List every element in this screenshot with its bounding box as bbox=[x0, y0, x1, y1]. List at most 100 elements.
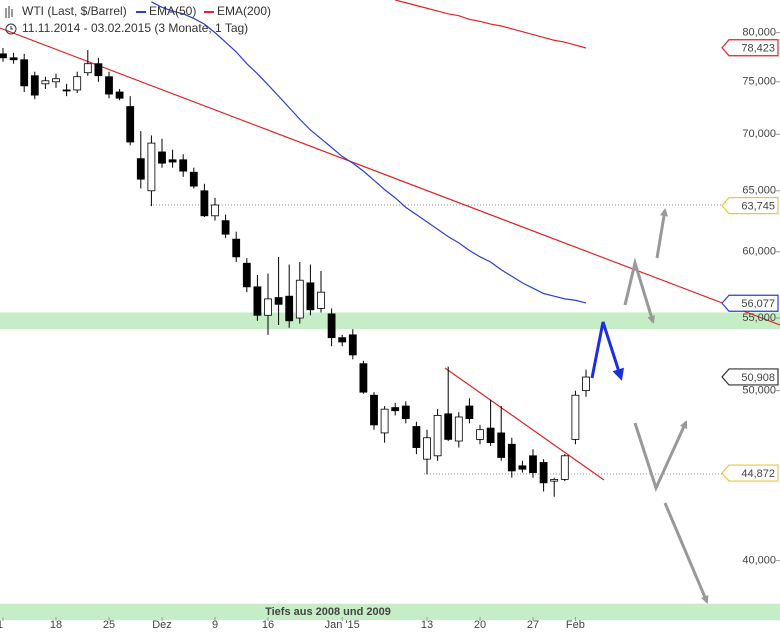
candle-body bbox=[253, 286, 262, 316]
candle-body bbox=[73, 76, 82, 91]
ema-line bbox=[151, 1, 587, 304]
candle-body bbox=[41, 80, 50, 85]
candle-body bbox=[30, 75, 39, 96]
candle-body bbox=[582, 376, 590, 392]
candle-body bbox=[433, 415, 442, 457]
candle-body bbox=[0, 53, 7, 59]
candle-body bbox=[52, 78, 60, 83]
price-tag bbox=[721, 368, 779, 386]
trend-line bbox=[0, 27, 780, 326]
candle-body bbox=[242, 262, 251, 288]
candle-body bbox=[62, 89, 71, 92]
candle-body bbox=[359, 363, 368, 393]
zones: Tiefs aus 2008 und 2009 bbox=[0, 312, 780, 620]
candle-body bbox=[168, 159, 177, 163]
trend-line bbox=[444, 367, 605, 481]
x-tick-label: 27 bbox=[527, 619, 539, 631]
candle-body bbox=[83, 63, 92, 74]
legend: WTI (Last, $/Barrel) EMA(50) EMA(200) 11… bbox=[5, 4, 271, 35]
candle-body bbox=[264, 298, 272, 316]
price-tag-label: 56,077 bbox=[741, 298, 775, 310]
axis: 80,000 75,000 70,000 65,000 60,000 55,000 50,0… bbox=[0, 27, 780, 631]
price-tag-label: 50,908 bbox=[741, 372, 775, 384]
y-tick-label: 75,000 bbox=[742, 76, 776, 88]
x-tick-label: 11 bbox=[0, 619, 3, 631]
candle-body bbox=[571, 394, 580, 440]
candle-body bbox=[158, 151, 166, 164]
zone bbox=[0, 603, 780, 620]
subtitle: 11.11.2014 - 03.02.2015 (3 Monate, 1 Tag… bbox=[22, 21, 248, 35]
legend-icon bbox=[5, 6, 13, 18]
zone-label: Tiefs aus 2008 und 2009 bbox=[265, 606, 391, 618]
candle-body bbox=[338, 337, 347, 343]
legend-title: WTI (Last, $/Barrel) bbox=[22, 4, 127, 18]
price-tag-label: 44,872 bbox=[741, 468, 775, 480]
candle-body bbox=[370, 394, 378, 426]
y-tick-label: 50,000 bbox=[742, 385, 776, 397]
candle-body bbox=[529, 455, 537, 473]
x-tick-label: 25 bbox=[103, 619, 115, 631]
candle-body bbox=[454, 416, 463, 442]
clock-icon bbox=[10, 26, 13, 30]
candle-body bbox=[518, 465, 527, 470]
legend-label: EMA(50) bbox=[149, 4, 196, 18]
candle-body bbox=[391, 407, 400, 412]
candle-body bbox=[295, 279, 304, 319]
candle-body bbox=[486, 427, 495, 444]
y-tick-label: 65,000 bbox=[742, 185, 776, 197]
y-tick-label: 70,000 bbox=[742, 128, 776, 140]
candle-body bbox=[412, 426, 421, 448]
candle-body bbox=[274, 297, 283, 305]
scenario-arrows bbox=[590, 208, 709, 604]
candle-body bbox=[327, 313, 336, 339]
candle-body bbox=[476, 429, 484, 440]
price-tag bbox=[721, 197, 779, 215]
candle-body bbox=[179, 159, 188, 172]
price-tag-label: 63,745 bbox=[741, 201, 775, 213]
clock-icon bbox=[5, 23, 17, 35]
candle-body bbox=[560, 455, 569, 480]
x-tick-label: 18 bbox=[50, 619, 62, 631]
x-tick-label: Jan '15 bbox=[325, 619, 360, 631]
y-tick-label: 40,000 bbox=[742, 555, 776, 567]
price-tag bbox=[721, 464, 779, 482]
candle-body bbox=[550, 479, 559, 482]
candle-body bbox=[423, 437, 431, 460]
candle-body bbox=[94, 63, 103, 77]
candle-body bbox=[136, 158, 145, 180]
candle-body bbox=[539, 462, 548, 484]
y-tick-label: 55,000 bbox=[742, 312, 776, 324]
candle-body bbox=[20, 59, 29, 87]
x-tick-label: 9 bbox=[212, 619, 218, 631]
candle-body bbox=[317, 291, 325, 309]
price-tag bbox=[721, 39, 779, 57]
price-tag bbox=[721, 294, 779, 312]
candle-body bbox=[348, 334, 357, 356]
candle-body bbox=[444, 413, 453, 440]
candle-body bbox=[285, 295, 294, 322]
x-tick-label: 13 bbox=[421, 619, 433, 631]
candle-body bbox=[211, 204, 219, 217]
y-tick-label: 60,000 bbox=[742, 246, 776, 258]
plot bbox=[0, 0, 590, 497]
candle-body bbox=[126, 106, 135, 143]
candle-body bbox=[232, 238, 241, 258]
candle-body bbox=[200, 190, 209, 217]
x-tick-label: Feb bbox=[566, 619, 585, 631]
price-tag-label: 78,423 bbox=[741, 43, 775, 55]
legend-label: EMA(200) bbox=[217, 4, 271, 18]
candle-body bbox=[507, 443, 516, 472]
candle-body bbox=[189, 171, 198, 187]
ema-line bbox=[395, 0, 587, 49]
candle-body bbox=[465, 405, 474, 419]
candle-body bbox=[380, 408, 389, 434]
x-tick-label: Dez bbox=[152, 619, 172, 631]
y-tick-label: 80,000 bbox=[742, 27, 776, 39]
candle-body bbox=[105, 76, 113, 95]
candle-body bbox=[9, 57, 18, 61]
candle-body bbox=[497, 432, 506, 458]
zone bbox=[0, 312, 780, 330]
x-tick-label: 16 bbox=[262, 619, 274, 631]
candle-body bbox=[306, 282, 315, 311]
